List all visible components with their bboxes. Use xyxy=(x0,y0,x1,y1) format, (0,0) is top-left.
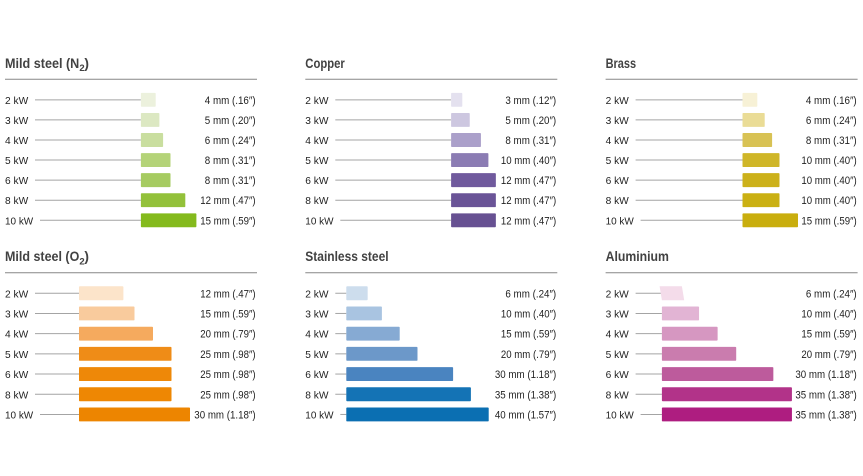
svg-text:Stainless steel: Stainless steel xyxy=(305,249,388,264)
svg-text:20 mm (.79″): 20 mm (.79″) xyxy=(200,329,255,341)
svg-text:5 mm (.20″): 5 mm (.20″) xyxy=(505,115,556,127)
svg-text:): ) xyxy=(84,249,89,264)
svg-text:15 mm (.59″): 15 mm (.59″) xyxy=(200,215,255,227)
svg-text:8 kW: 8 kW xyxy=(5,390,28,401)
svg-text:10 mm (.40″): 10 mm (.40″) xyxy=(801,195,856,207)
svg-text:4 kW: 4 kW xyxy=(305,330,328,341)
svg-text:5 kW: 5 kW xyxy=(606,156,629,167)
svg-text:35 mm (1.38″): 35 mm (1.38″) xyxy=(495,389,556,401)
svg-text:2 kW: 2 kW xyxy=(606,96,629,107)
svg-text:25 mm (.98″): 25 mm (.98″) xyxy=(200,389,255,401)
svg-text:6 mm (.24″): 6 mm (.24″) xyxy=(806,115,857,127)
svg-text:Mild steel (N: Mild steel (N xyxy=(5,56,79,71)
svg-text:20 mm (.79″): 20 mm (.79″) xyxy=(501,349,556,361)
svg-text:6 kW: 6 kW xyxy=(305,370,328,381)
svg-text:6 kW: 6 kW xyxy=(5,370,28,381)
svg-text:5 kW: 5 kW xyxy=(305,350,328,361)
svg-text:8 mm (.31″): 8 mm (.31″) xyxy=(205,155,256,167)
svg-text:Brass: Brass xyxy=(606,56,637,71)
svg-text:6 mm (.24″): 6 mm (.24″) xyxy=(806,288,857,300)
svg-text:35 mm (1.38″): 35 mm (1.38″) xyxy=(795,409,856,421)
svg-text:25 mm (.98″): 25 mm (.98″) xyxy=(200,349,255,361)
svg-text:30 mm (1.18″): 30 mm (1.18″) xyxy=(795,369,856,381)
svg-text:2 kW: 2 kW xyxy=(606,289,629,300)
svg-text:10 kW: 10 kW xyxy=(305,410,333,421)
svg-text:4 kW: 4 kW xyxy=(5,330,28,341)
svg-text:4 kW: 4 kW xyxy=(5,136,28,147)
svg-text:8 kW: 8 kW xyxy=(305,390,328,401)
svg-text:15 mm (.59″): 15 mm (.59″) xyxy=(200,308,255,320)
svg-text:2 kW: 2 kW xyxy=(305,289,328,300)
svg-text:8 mm (.31″): 8 mm (.31″) xyxy=(505,135,556,147)
svg-text:3 mm (.12″): 3 mm (.12″) xyxy=(505,95,556,107)
svg-text:3 kW: 3 kW xyxy=(305,309,328,320)
svg-text:6 kW: 6 kW xyxy=(606,370,629,381)
svg-text:3 kW: 3 kW xyxy=(606,116,629,127)
svg-text:15 mm (.59″): 15 mm (.59″) xyxy=(801,215,856,227)
svg-text:6 mm (.24″): 6 mm (.24″) xyxy=(505,288,556,300)
svg-text:10 mm (.40″): 10 mm (.40″) xyxy=(801,155,856,167)
svg-text:10 kW: 10 kW xyxy=(606,216,634,227)
svg-text:5 kW: 5 kW xyxy=(5,350,28,361)
svg-text:2: 2 xyxy=(79,63,84,74)
svg-text:8 kW: 8 kW xyxy=(606,390,629,401)
svg-text:10 mm (.40″): 10 mm (.40″) xyxy=(501,155,556,167)
svg-text:Copper: Copper xyxy=(305,56,345,71)
svg-text:2: 2 xyxy=(79,256,84,267)
svg-text:8 mm (.31″): 8 mm (.31″) xyxy=(806,135,857,147)
svg-text:4 kW: 4 kW xyxy=(606,136,629,147)
svg-text:6 mm (.24″): 6 mm (.24″) xyxy=(205,135,256,147)
svg-text:10 kW: 10 kW xyxy=(606,410,634,421)
svg-text:8 mm (.31″): 8 mm (.31″) xyxy=(205,175,256,187)
svg-text:8 kW: 8 kW xyxy=(305,196,328,207)
svg-text:Aluminium: Aluminium xyxy=(606,249,669,264)
svg-text:12 mm (.47″): 12 mm (.47″) xyxy=(501,195,556,207)
svg-text:): ) xyxy=(84,56,89,71)
svg-text:4 mm (.16″): 4 mm (.16″) xyxy=(806,95,857,107)
svg-text:10 kW: 10 kW xyxy=(5,410,33,421)
svg-text:30 mm (1.18″): 30 mm (1.18″) xyxy=(194,409,255,421)
svg-text:30 mm (1.18″): 30 mm (1.18″) xyxy=(495,369,556,381)
svg-text:3 kW: 3 kW xyxy=(5,309,28,320)
svg-text:8 kW: 8 kW xyxy=(5,196,28,207)
svg-text:2 kW: 2 kW xyxy=(5,289,28,300)
svg-text:3 kW: 3 kW xyxy=(606,309,629,320)
svg-text:25 mm (.98″): 25 mm (.98″) xyxy=(200,369,255,381)
svg-text:6 kW: 6 kW xyxy=(305,176,328,187)
svg-text:15 mm (.59″): 15 mm (.59″) xyxy=(801,329,856,341)
svg-text:3 kW: 3 kW xyxy=(305,116,328,127)
svg-text:6 kW: 6 kW xyxy=(606,176,629,187)
svg-text:10 mm (.40″): 10 mm (.40″) xyxy=(801,308,856,320)
svg-text:12 mm (.47″): 12 mm (.47″) xyxy=(501,215,556,227)
svg-text:4 kW: 4 kW xyxy=(305,136,328,147)
svg-text:4 kW: 4 kW xyxy=(606,330,629,341)
svg-text:40 mm (1.57″): 40 mm (1.57″) xyxy=(495,409,556,421)
svg-text:5 mm (.20″): 5 mm (.20″) xyxy=(205,115,256,127)
svg-text:5 kW: 5 kW xyxy=(5,156,28,167)
svg-text:4 mm (.16″): 4 mm (.16″) xyxy=(205,95,256,107)
svg-text:10 mm (.40″): 10 mm (.40″) xyxy=(501,308,556,320)
svg-text:12 mm (.47″): 12 mm (.47″) xyxy=(200,195,255,207)
svg-text:Mild steel (O: Mild steel (O xyxy=(5,249,80,264)
svg-text:6 kW: 6 kW xyxy=(5,176,28,187)
svg-text:12 mm (.47″): 12 mm (.47″) xyxy=(501,175,556,187)
svg-text:15 mm (.59″): 15 mm (.59″) xyxy=(501,329,556,341)
svg-text:5 kW: 5 kW xyxy=(305,156,328,167)
svg-text:2 kW: 2 kW xyxy=(5,96,28,107)
svg-text:10 kW: 10 kW xyxy=(305,216,333,227)
svg-text:20 mm (.79″): 20 mm (.79″) xyxy=(801,349,856,361)
svg-text:10 kW: 10 kW xyxy=(5,216,33,227)
svg-text:8 kW: 8 kW xyxy=(606,196,629,207)
svg-text:35 mm (1.38″): 35 mm (1.38″) xyxy=(795,389,856,401)
svg-text:10 mm (.40″): 10 mm (.40″) xyxy=(801,175,856,187)
svg-text:2 kW: 2 kW xyxy=(305,96,328,107)
svg-text:3 kW: 3 kW xyxy=(5,116,28,127)
svg-text:5 kW: 5 kW xyxy=(606,350,629,361)
svg-text:12 mm (.47″): 12 mm (.47″) xyxy=(200,288,255,300)
